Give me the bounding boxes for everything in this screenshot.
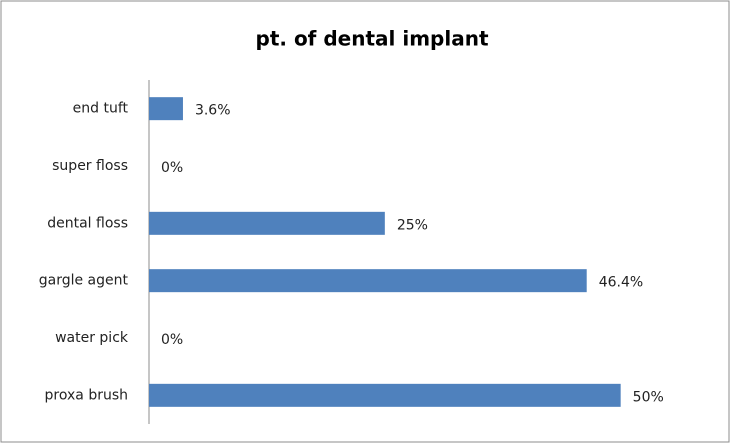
chart-title: pt. of dental implant [256,27,489,51]
data-label: 0% [161,332,183,348]
data-label: 46.4% [599,275,643,291]
data-label: 3.6% [195,103,231,119]
y-tick-label: proxa brush [45,387,128,403]
y-tick-label: gargle agent [39,273,129,289]
data-label: 0% [161,160,183,176]
y-tick-label: dental floss [47,215,128,231]
y-tick-label: super floss [52,158,128,174]
bar [149,97,183,121]
y-tick-label: water pick [55,330,129,346]
y-tick-label: end tuft [73,101,129,117]
bar [149,269,587,293]
data-label: 50% [633,389,664,405]
bar [149,383,621,407]
bar [149,211,385,235]
data-label: 25% [397,217,428,233]
